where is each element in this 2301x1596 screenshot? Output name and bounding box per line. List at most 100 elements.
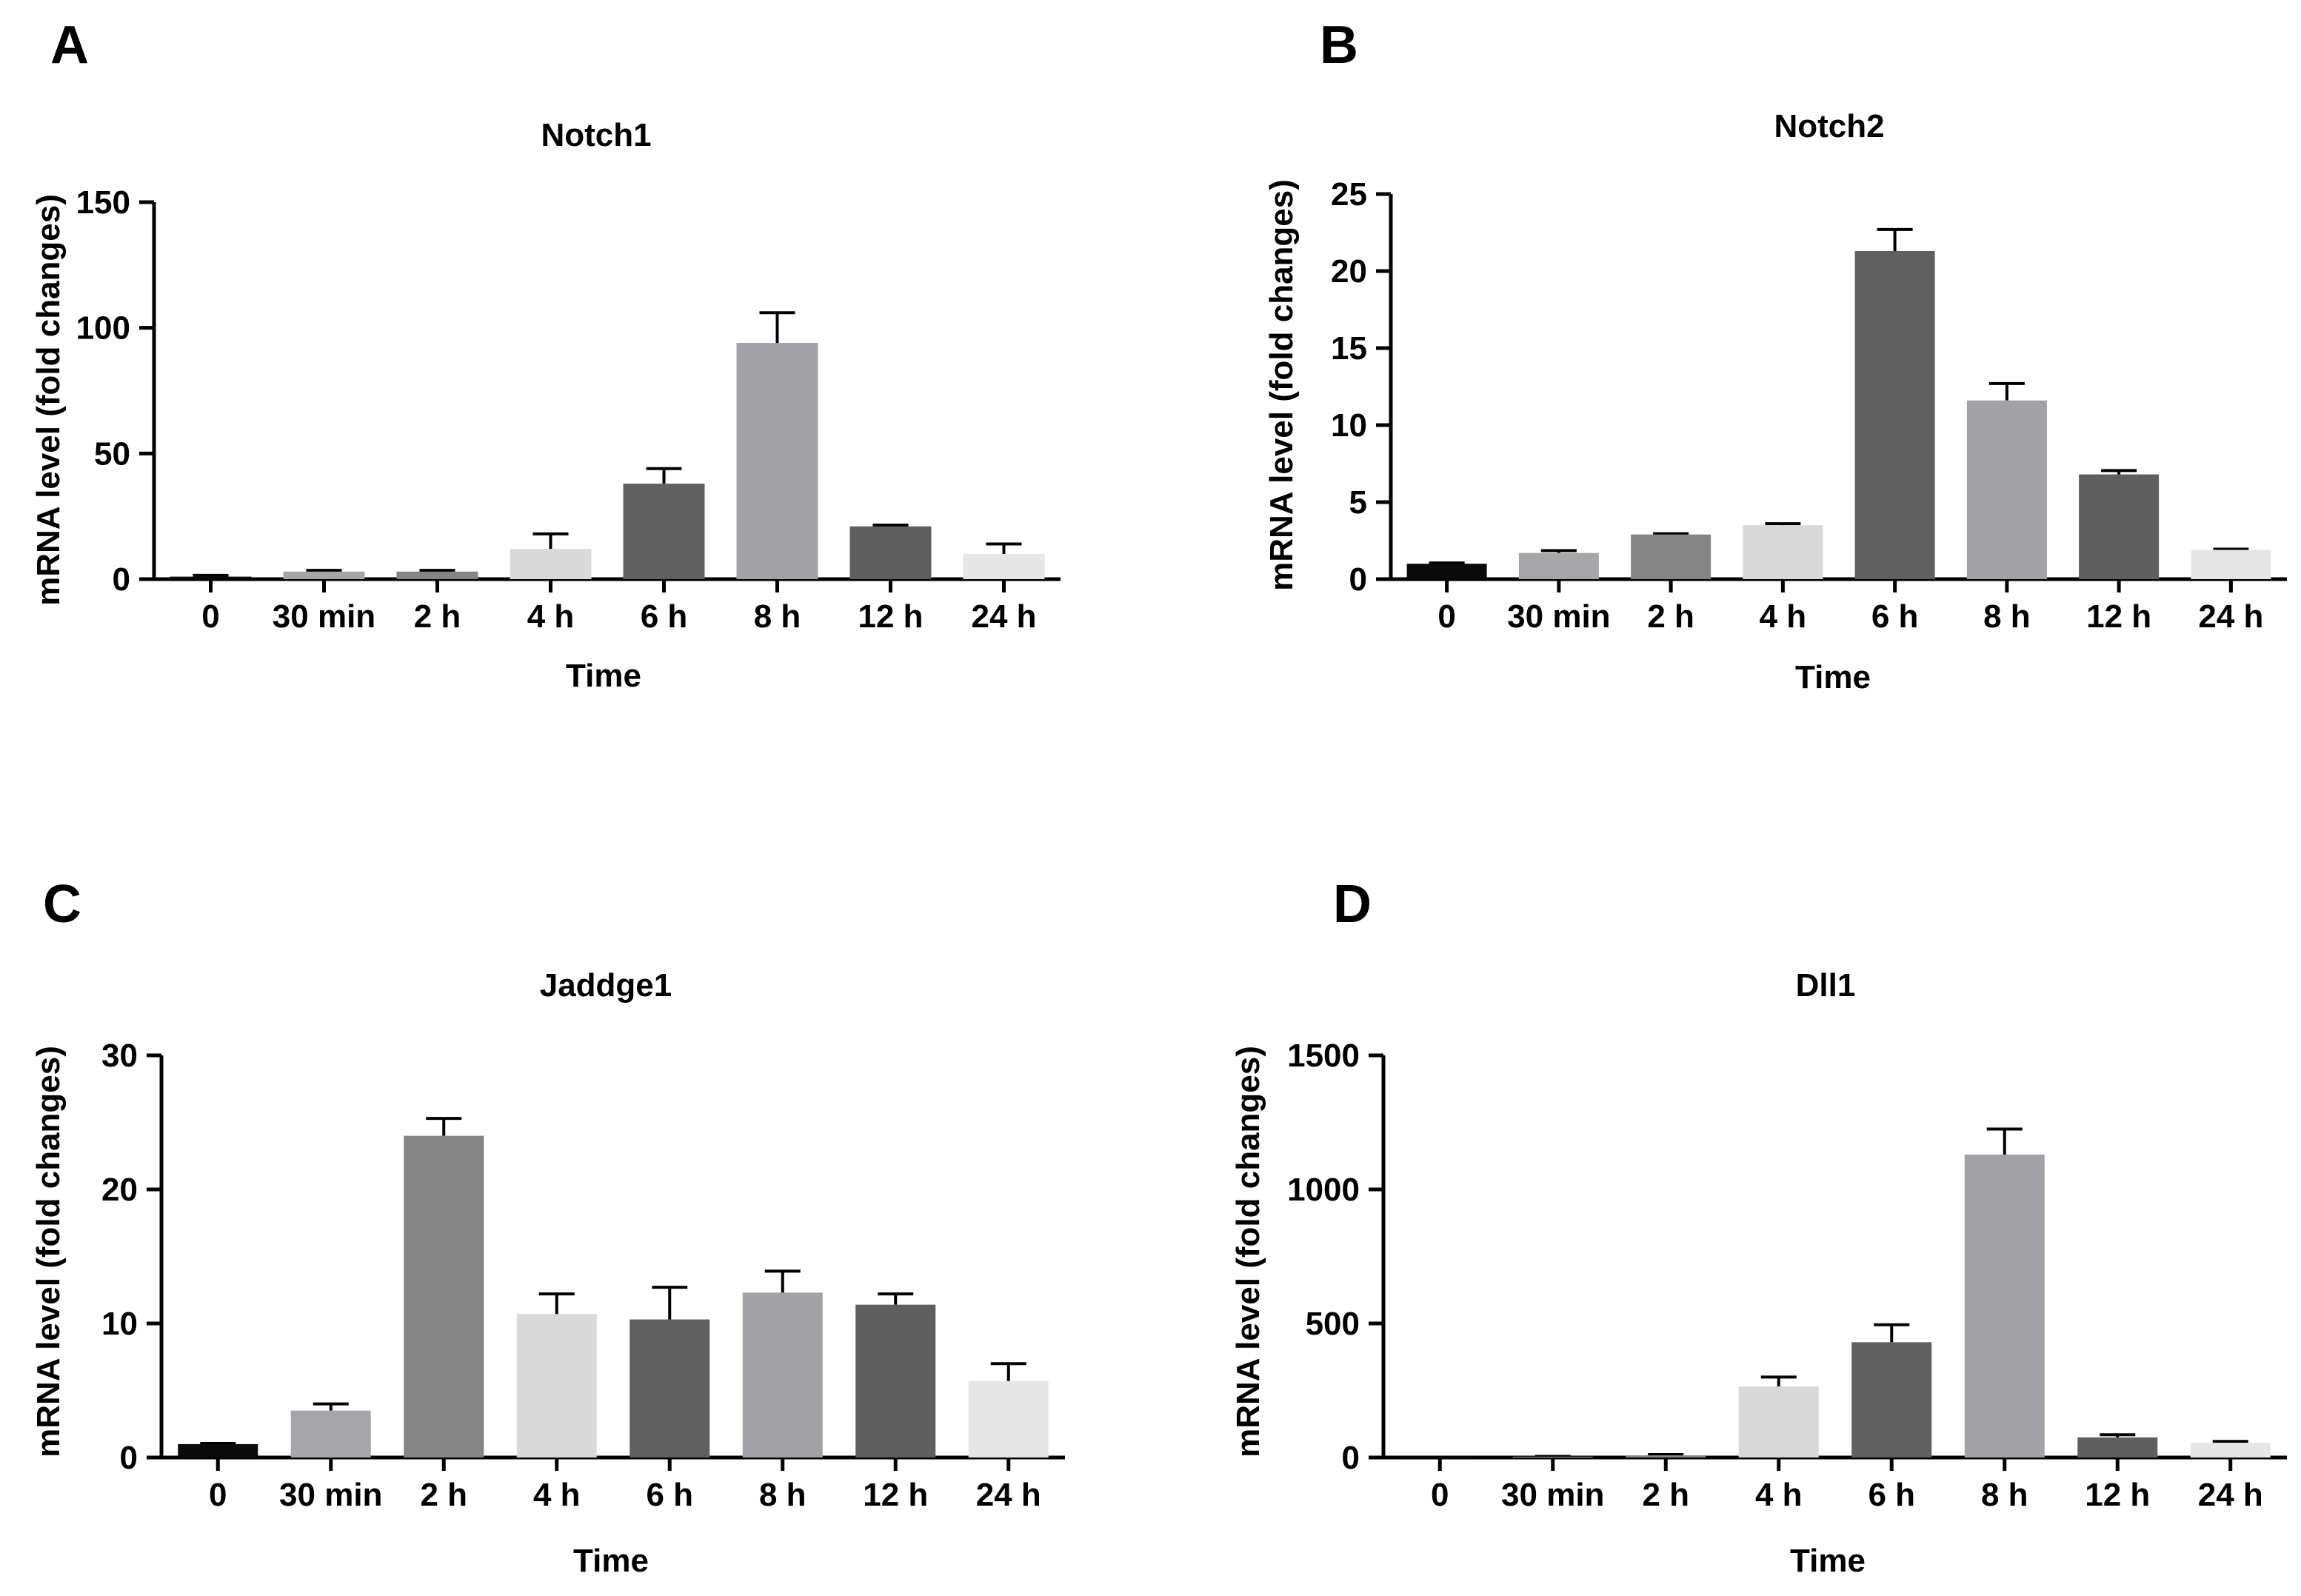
- x-tick-label-b-6: 12 h: [2086, 598, 2151, 635]
- y-axis-title-b: mRNA level (fold changes): [1263, 179, 1300, 591]
- bar-a-0: [170, 576, 252, 579]
- bar-a-1: [283, 571, 365, 579]
- bar-c-0: [178, 1443, 258, 1458]
- x-tick-label-a-2: 2 h: [414, 598, 461, 635]
- y-tick-label-d-3: 1500: [1287, 1038, 1360, 1074]
- x-tick-label-d-2: 2 h: [1642, 1477, 1689, 1513]
- bar-b-6: [2079, 474, 2160, 579]
- bar-c-7: [968, 1380, 1049, 1458]
- x-tick-label-b-2: 2 h: [1647, 598, 1694, 635]
- x-tick-label-b-4: 6 h: [1871, 598, 1919, 635]
- bar-a-4: [623, 484, 705, 579]
- bar-b-5: [1966, 400, 2047, 579]
- x-tick-label-a-4: 6 h: [641, 598, 688, 635]
- x-tick-label-c-3: 4 h: [533, 1477, 581, 1513]
- x-tick-label-b-0: 0: [1437, 598, 1455, 635]
- x-tick-label-a-6: 12 h: [858, 598, 923, 635]
- bar-b-4: [1854, 250, 1935, 579]
- bar-b-0: [1406, 564, 1487, 579]
- x-tick-label-a-1: 30 min: [273, 598, 375, 635]
- plot-area-a: 0 50 100 150 0 30 min 2 h 4 h 6 h 8 h 12 h 24 h: [76, 184, 1061, 635]
- bar-a-5: [736, 343, 818, 579]
- x-tick-label-c-5: 8 h: [759, 1477, 806, 1513]
- x-tick-label-d-1: 30 min: [1501, 1477, 1604, 1513]
- x-axis-title-a: Time: [566, 658, 641, 694]
- bar-b-3: [1743, 525, 1823, 579]
- plot-area-b: 0 5 10 15 20 25 0 30 min 2 h 4 h 6 h 8 h 12 h 24 h: [1331, 176, 2287, 635]
- bar-d-4: [1851, 1342, 1932, 1458]
- y-tick-label-d-0: 0: [1342, 1440, 1360, 1476]
- x-tick-label-a-7: 24 h: [971, 598, 1036, 635]
- x-tick-label-d-5: 8 h: [1981, 1477, 2028, 1513]
- x-tick-label-b-7: 24 h: [2198, 598, 2263, 635]
- y-axis-title-a: mRNA level (fold changes): [30, 194, 67, 606]
- y-tick-label-b-3: 15: [1331, 330, 1367, 367]
- panel-a: A Notch1 mRNA level (fold changes) Time …: [30, 16, 1061, 694]
- bar-c-3: [516, 1314, 597, 1458]
- plot-area-c: 0 10 20 30 0 30 min 2 h 4 h 6 h 8 h 12 h 24 h: [101, 1038, 1065, 1513]
- chart-title-notch1: Notch1: [541, 117, 651, 153]
- x-tick-label-c-4: 6 h: [646, 1477, 693, 1513]
- x-tick-label-a-5: 8 h: [754, 598, 801, 635]
- bar-b-1: [1518, 552, 1599, 579]
- bar-d-5: [1964, 1154, 2045, 1458]
- panel-letter-d: D: [1333, 875, 1372, 934]
- x-tick-label-c-2: 2 h: [420, 1477, 467, 1513]
- bar-c-4: [629, 1319, 710, 1458]
- bar-c-1: [290, 1410, 371, 1458]
- y-tick-label-c-0: 0: [120, 1440, 138, 1476]
- y-tick-label-a-0: 0: [113, 561, 130, 598]
- y-tick-label-c-2: 20: [101, 1172, 138, 1208]
- bar-d-2: [1626, 1455, 1706, 1458]
- bar-d-1: [1512, 1456, 1593, 1458]
- x-tick-label-a-0: 0: [201, 598, 219, 635]
- panel-letter-a: A: [50, 16, 89, 75]
- chart-title-dll1: Dll1: [1796, 967, 1856, 1004]
- x-tick-label-d-7: 24 h: [2198, 1477, 2263, 1513]
- x-tick-label-c-7: 24 h: [976, 1477, 1041, 1513]
- x-axis-title-c: Time: [573, 1543, 649, 1579]
- y-tick-label-a-3: 150: [76, 184, 130, 221]
- x-axis-title-d: Time: [1790, 1543, 1866, 1579]
- y-tick-label-a-1: 50: [94, 435, 130, 472]
- bar-a-6: [849, 526, 932, 579]
- y-tick-label-d-1: 500: [1306, 1306, 1360, 1342]
- x-tick-label-b-5: 8 h: [1983, 598, 2031, 635]
- bar-d-3: [1738, 1386, 1819, 1458]
- bar-a-7: [963, 554, 1045, 579]
- x-tick-label-d-0: 0: [1431, 1477, 1449, 1513]
- y-tick-label-b-2: 10: [1331, 407, 1367, 444]
- chart-title-jaddge1: Jaddge1: [540, 967, 672, 1004]
- x-tick-label-b-3: 4 h: [1760, 598, 1807, 635]
- bar-d-0: [1400, 1457, 1480, 1458]
- panel-b: B Notch2 mRNA level (fold changes) Time …: [1263, 16, 2287, 695]
- x-tick-label-d-3: 4 h: [1755, 1477, 1803, 1513]
- bar-a-3: [510, 549, 592, 579]
- x-axis-title-b: Time: [1795, 659, 1871, 695]
- panel-letter-b: B: [1320, 16, 1358, 75]
- bar-b-2: [1631, 534, 1711, 579]
- bar-c-2: [404, 1135, 484, 1458]
- bar-a-2: [396, 571, 478, 579]
- y-tick-label-b-1: 5: [1349, 484, 1367, 521]
- y-tick-label-b-4: 20: [1331, 253, 1367, 290]
- chart-title-notch2: Notch2: [1774, 108, 1884, 144]
- x-tick-label-b-1: 30 min: [1507, 598, 1610, 635]
- y-tick-label-c-3: 30: [101, 1038, 138, 1074]
- panel-c: C Jaddge1 mRNA level (fold changes) Time…: [30, 875, 1065, 1579]
- y-axis-title-d: mRNA level (fold changes): [1230, 1046, 1266, 1458]
- panel-d: D Dll1 mRNA level (fold changes) Time 0 5…: [1230, 875, 2287, 1579]
- bar-c-5: [742, 1292, 823, 1458]
- bar-c-6: [855, 1304, 936, 1458]
- bar-b-7: [2191, 550, 2271, 579]
- x-tick-label-c-6: 12 h: [863, 1477, 928, 1513]
- plot-area-d: 0 500 1000 1500 0 30 min 2 h 4 h 6 h 8 h 12 h 24 h: [1287, 1038, 2287, 1513]
- y-tick-label-b-0: 0: [1349, 561, 1367, 598]
- y-tick-label-a-2: 100: [76, 310, 130, 347]
- y-axis-title-c: mRNA level (fold changes): [30, 1046, 67, 1458]
- x-tick-label-d-6: 12 h: [2085, 1477, 2150, 1513]
- x-tick-label-c-0: 0: [209, 1477, 227, 1513]
- x-tick-label-a-3: 4 h: [527, 598, 575, 635]
- x-tick-label-c-1: 30 min: [279, 1477, 382, 1513]
